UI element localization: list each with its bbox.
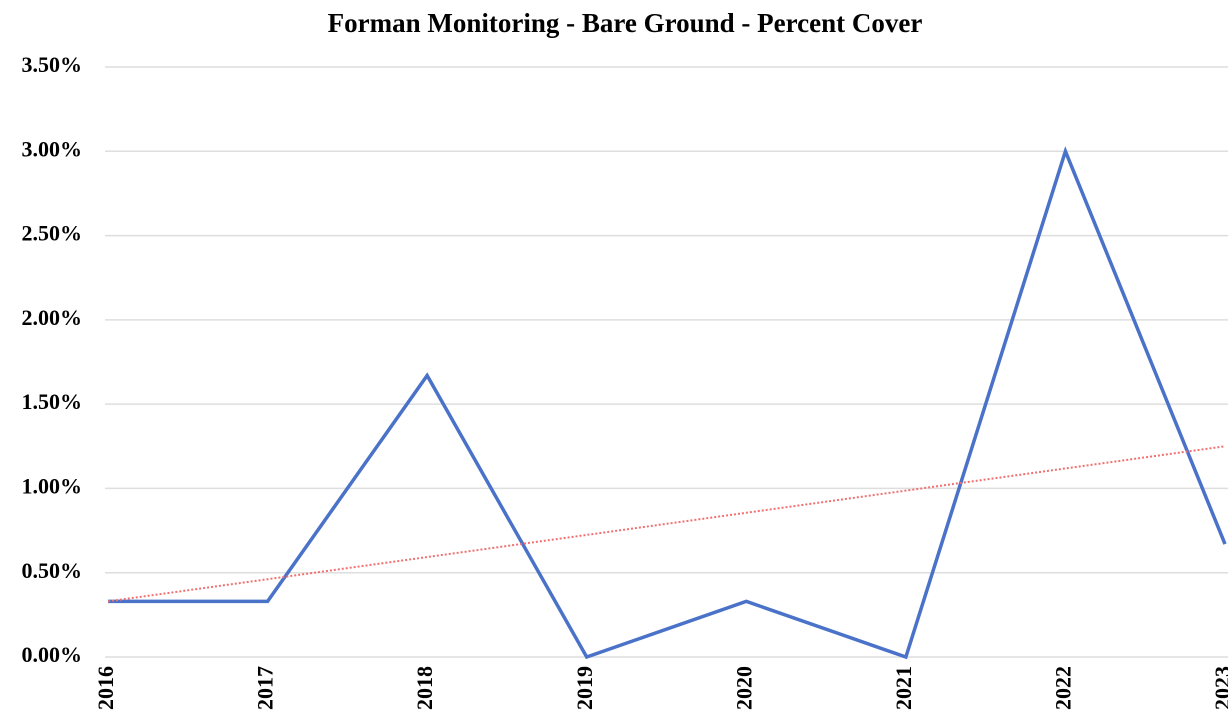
x-tick-label: 2020 [731, 666, 756, 710]
x-tick-label: 2017 [253, 666, 278, 710]
y-tick-label: 2.00% [22, 305, 83, 330]
y-tick-label: 0.00% [22, 642, 83, 667]
x-tick-label: 2019 [572, 666, 597, 710]
trendline [107, 445, 1226, 603]
y-tick-label: 3.00% [22, 136, 83, 161]
y-tick-label: 0.50% [22, 558, 83, 583]
y-tick-label: 1.00% [22, 473, 83, 498]
x-tick-label: 2016 [93, 666, 118, 710]
y-tick-label: 1.50% [22, 389, 83, 414]
x-tick-label: 2018 [412, 666, 437, 710]
x-tick-label: 2023 [1210, 666, 1228, 710]
data-line [108, 146, 1227, 660]
x-tick-label: 2022 [1050, 666, 1075, 710]
y-tick-label: 3.50% [22, 52, 83, 77]
x-tick-label: 2021 [891, 666, 916, 710]
y-tick-label: 2.50% [22, 221, 83, 246]
chart-title: Forman Monitoring - Bare Ground - Percen… [328, 8, 923, 38]
